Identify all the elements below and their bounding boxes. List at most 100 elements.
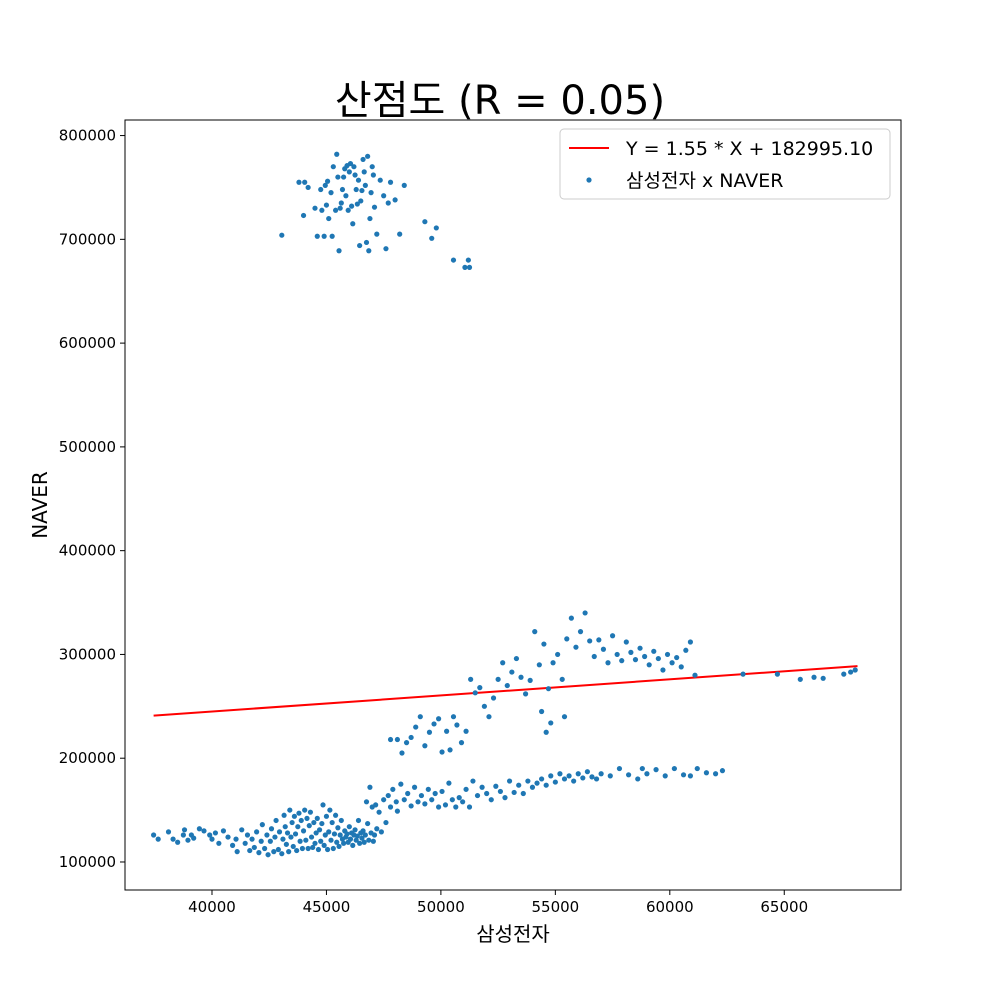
scatter-point — [582, 610, 588, 616]
scatter-point — [296, 810, 302, 816]
scatter-point — [394, 808, 401, 814]
scatter-point — [346, 824, 352, 830]
scatter-point — [664, 651, 671, 658]
scatter-point — [607, 773, 613, 779]
scatter-point — [207, 832, 213, 838]
scatter-point — [326, 829, 332, 835]
scatter-point — [283, 841, 289, 847]
scatter-point — [557, 771, 563, 777]
scatter-point — [653, 767, 659, 773]
scatter-point — [852, 667, 858, 673]
scatter-point — [225, 834, 231, 840]
scatter-point — [319, 820, 325, 827]
scatter-point — [288, 834, 294, 840]
scatter-point — [513, 655, 520, 662]
scatter-point — [371, 204, 378, 210]
scatter-point — [302, 179, 308, 185]
scatter-point — [254, 829, 260, 835]
scatter-point — [305, 845, 311, 852]
scatter-point — [362, 832, 368, 838]
scatter-point — [321, 842, 327, 848]
scatter-point — [320, 802, 326, 808]
scatter-point — [539, 776, 545, 782]
scatter-point — [596, 637, 602, 643]
scatter-point — [450, 714, 457, 720]
scatter-point — [566, 773, 572, 779]
scatter-point — [383, 246, 389, 252]
scatter-point — [332, 207, 339, 213]
scatter-point — [561, 776, 568, 782]
scatter-point — [403, 740, 410, 746]
scatter-point — [310, 844, 316, 851]
chart-title: 산점도 (R = 0.05) — [334, 78, 666, 124]
y-tick-label: 300000 — [59, 645, 116, 663]
scatter-point — [495, 676, 501, 682]
scatter-point — [282, 824, 288, 830]
scatter-point — [580, 775, 586, 781]
scatter-point — [463, 786, 469, 792]
plot-frame — [124, 119, 902, 891]
scatter-point — [598, 771, 604, 777]
scatter-point — [625, 772, 632, 778]
scatter-point — [466, 804, 473, 810]
scatter-point — [330, 845, 336, 852]
scatter-point — [683, 647, 689, 653]
scatter-point — [321, 233, 327, 239]
scatter-point — [669, 660, 675, 666]
scatter-point — [848, 669, 854, 675]
scatter-point — [360, 828, 366, 834]
scatter-point — [351, 164, 357, 170]
scatter-point — [591, 653, 597, 660]
scatter-point — [251, 844, 257, 851]
scatter-point — [429, 797, 435, 803]
scatter-point — [324, 846, 331, 853]
scatter-point — [355, 177, 362, 183]
scatter-point — [354, 833, 360, 839]
scatter-point — [559, 676, 565, 682]
scatter-point — [632, 657, 639, 663]
scatter-point — [692, 672, 698, 678]
scatter-point — [456, 795, 462, 801]
scatter-point — [229, 842, 236, 848]
scatter-point — [298, 817, 304, 824]
scatter-point — [318, 186, 324, 193]
scatter-point — [350, 842, 356, 848]
scatter-point — [703, 770, 710, 776]
scatter-point — [329, 233, 335, 239]
y-tick-label: 800000 — [59, 127, 116, 145]
scatter-point — [541, 641, 547, 647]
scatter-point — [362, 182, 368, 188]
scatter-point — [341, 174, 347, 180]
scatter-point — [390, 786, 396, 792]
scatter-point — [323, 813, 330, 819]
scatter-point — [442, 802, 449, 808]
scatter-point — [273, 817, 279, 824]
scatter-point — [642, 653, 648, 660]
scatter-point — [307, 809, 314, 815]
scatter-point — [481, 703, 487, 709]
scatter-point — [462, 264, 468, 270]
scatter-point — [411, 784, 418, 790]
scatter-point — [468, 676, 474, 682]
scatter-point — [370, 838, 376, 844]
scatter-point — [314, 815, 320, 821]
scatter-point — [336, 248, 342, 254]
scatter-point — [490, 695, 497, 701]
scatter-point — [322, 832, 328, 838]
scatter-point — [439, 749, 445, 755]
scatter-point — [474, 792, 481, 799]
scatter-point — [346, 169, 352, 175]
scatter-point — [568, 615, 574, 621]
scatter-point — [393, 799, 399, 805]
scatter-point — [334, 839, 340, 845]
scatter-point — [680, 772, 687, 778]
scatter-point — [331, 831, 338, 837]
scatter-point — [413, 724, 419, 730]
scatter-point — [201, 828, 207, 834]
scatter-point — [155, 836, 161, 842]
scatter-point — [324, 178, 331, 184]
scatter-point — [306, 823, 312, 829]
x-tick-label: 65000 — [760, 898, 808, 916]
scatter-point — [387, 804, 394, 810]
scatter-point — [493, 783, 499, 789]
